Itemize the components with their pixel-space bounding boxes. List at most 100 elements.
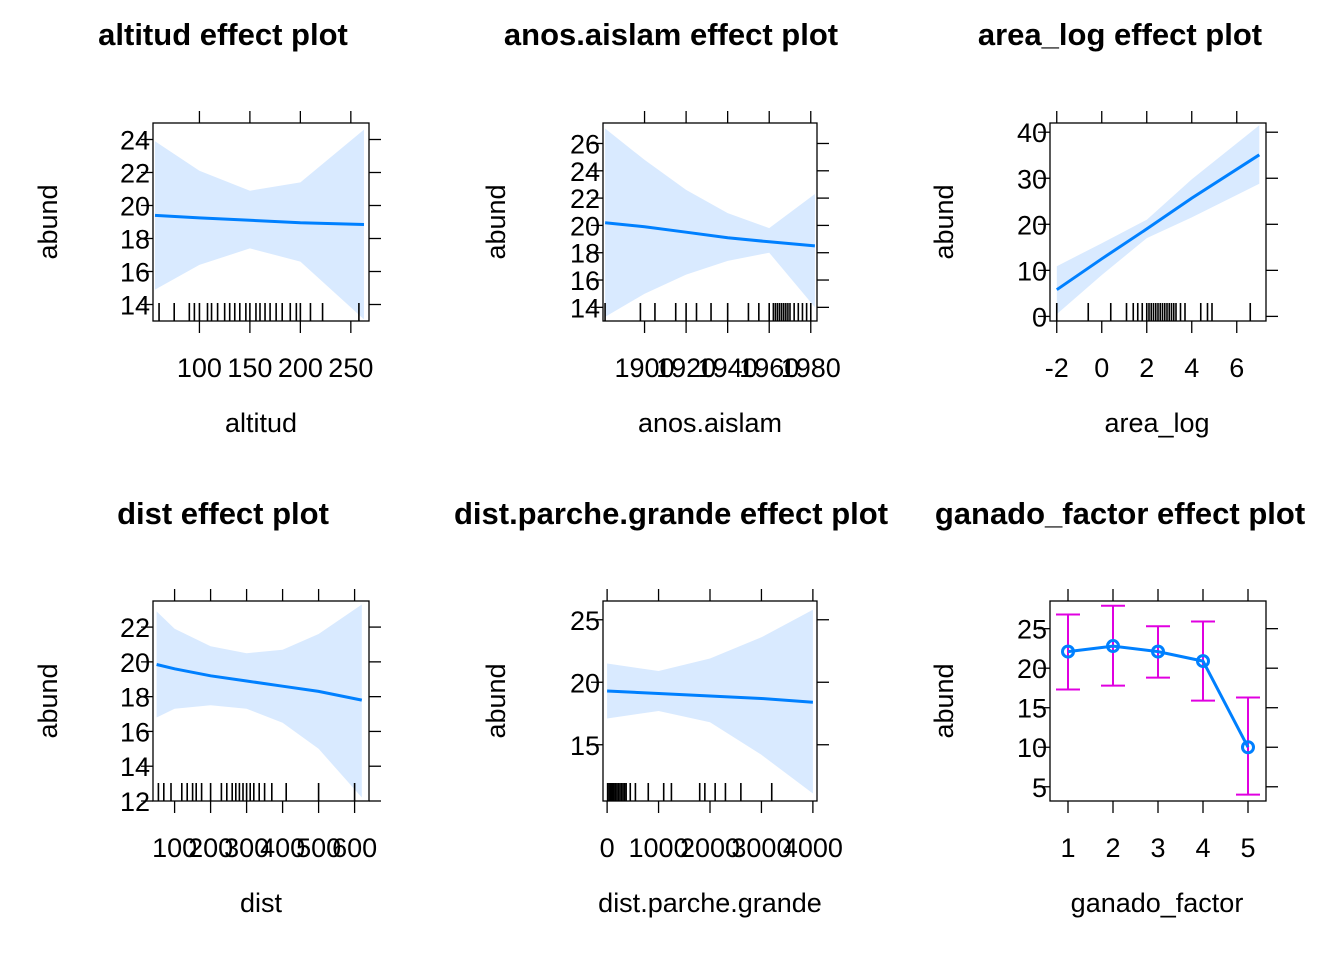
x-tick-label: 4 xyxy=(1195,833,1210,863)
x-tick-label: 2 xyxy=(1139,353,1154,383)
y-tick-label: 15 xyxy=(1017,694,1047,724)
effect-line xyxy=(1067,644,1250,748)
x-tick-label: 3000 xyxy=(731,833,791,863)
y-tick-label: 20 xyxy=(1017,210,1047,240)
y-tick-label: 22 xyxy=(570,184,600,214)
confidence-band xyxy=(605,128,815,317)
x-tick-label: 1920 xyxy=(656,353,716,383)
y-tick-label: 40 xyxy=(1017,118,1047,148)
panel-title: ganado_factor effect plot xyxy=(935,496,1305,531)
effect-point xyxy=(1106,639,1120,654)
confidence-band xyxy=(156,604,362,798)
panel-title: area_log effect plot xyxy=(978,17,1262,52)
y-tick-label: 25 xyxy=(570,606,600,636)
y-axis-label: abund xyxy=(481,184,511,259)
confidence-band xyxy=(155,129,364,320)
y-axis-label: abund xyxy=(33,184,63,259)
y-tick-label: 12 xyxy=(120,787,150,817)
x-axis-label: anos.aislam xyxy=(638,408,782,438)
plot-frame xyxy=(152,600,370,802)
x-axis-label: dist xyxy=(240,888,283,918)
y-tick-label: 25 xyxy=(1017,615,1047,645)
effect-plot-panel-5: dist.parche.grande effect plot 15 20 25 0 100… xyxy=(454,496,888,918)
x-tick-label: -2 xyxy=(1045,353,1069,383)
confidence-band xyxy=(607,609,813,794)
fit-line xyxy=(607,689,814,704)
x-tick-label: 1 xyxy=(1060,833,1075,863)
y-axis-label: abund xyxy=(929,663,959,738)
x-axis-label: ganado_factor xyxy=(1071,888,1244,918)
x-tick-label: 150 xyxy=(227,353,272,383)
y-tick-label: 20 xyxy=(120,648,150,678)
x-axis-label: dist.parche.grande xyxy=(598,888,822,918)
y-tick-label: 24 xyxy=(570,157,600,187)
x-tick-label: 200 xyxy=(188,833,233,863)
y-axis-label: abund xyxy=(929,184,959,259)
x-tick-label: 1900 xyxy=(615,353,675,383)
x-tick-label: 1000 xyxy=(629,833,689,863)
effect-point xyxy=(1241,740,1255,755)
y-tick-label: 26 xyxy=(570,129,600,159)
x-axis-label: area_log xyxy=(1104,408,1209,438)
x-tick-label: 600 xyxy=(332,833,377,863)
x-tick-label: 4 xyxy=(1184,353,1199,383)
panel-title: anos.aislam effect plot xyxy=(504,17,838,52)
panel-title: altitud effect plot xyxy=(98,17,348,52)
y-tick-label: 18 xyxy=(120,225,150,255)
x-tick-label: 2000 xyxy=(680,833,740,863)
fit-line xyxy=(154,213,365,226)
x-tick-label: 100 xyxy=(177,353,222,383)
x-tick-label: 6 xyxy=(1229,353,1244,383)
x-tick-label: 200 xyxy=(278,353,323,383)
plot-frame xyxy=(152,122,370,322)
effect-plot-panel-4: dist effect plot 12 14 16 18 20 22 100200300400… xyxy=(33,496,381,918)
x-tick-label: 300 xyxy=(224,833,269,863)
y-tick-label: 10 xyxy=(1017,733,1047,763)
y-axis-label: abund xyxy=(481,663,511,738)
effect-point xyxy=(1061,644,1075,659)
x-tick-label: 500 xyxy=(296,833,341,863)
y-tick-label: 18 xyxy=(120,683,150,713)
fit-line xyxy=(156,663,363,702)
y-tick-label: 5 xyxy=(1032,773,1047,803)
y-tick-label: 16 xyxy=(570,266,600,296)
y-tick-label: 24 xyxy=(120,126,150,156)
x-tick-label: 1940 xyxy=(698,353,758,383)
x-tick-label: 0 xyxy=(1094,353,1109,383)
panel-title: dist.parche.grande effect plot xyxy=(454,496,888,531)
x-tick-label: 100 xyxy=(152,833,197,863)
x-tick-label: 5 xyxy=(1240,833,1255,863)
y-tick-label: 0 xyxy=(1032,302,1047,332)
x-axis-label: altitud xyxy=(225,408,297,438)
y-tick-label: 22 xyxy=(120,159,150,189)
x-tick-label: 3 xyxy=(1150,833,1165,863)
panel-title: dist effect plot xyxy=(117,496,329,531)
x-tick-label: 0 xyxy=(600,833,615,863)
y-tick-label: 30 xyxy=(1017,164,1047,194)
y-tick-label: 22 xyxy=(120,613,150,643)
fit-line xyxy=(604,221,816,248)
y-tick-label: 14 xyxy=(120,752,150,782)
y-tick-label: 14 xyxy=(570,293,600,323)
y-tick-label: 20 xyxy=(120,192,150,222)
fit-line xyxy=(1055,153,1261,291)
y-tick-label: 16 xyxy=(120,717,150,747)
effect-point xyxy=(1196,654,1210,669)
effect-point xyxy=(1151,644,1165,659)
y-tick-label: 16 xyxy=(120,258,150,288)
y-tick-label: 10 xyxy=(1017,256,1047,286)
error-bar xyxy=(1056,613,1080,691)
y-tick-label: 15 xyxy=(570,731,600,761)
y-axis-label: abund xyxy=(33,663,63,738)
y-tick-label: 20 xyxy=(570,668,600,698)
x-tick-label: 1980 xyxy=(781,353,841,383)
x-tick-label: 2 xyxy=(1105,833,1120,863)
y-tick-label: 20 xyxy=(1017,654,1047,684)
x-tick-label: 1960 xyxy=(739,353,799,383)
y-tick-label: 14 xyxy=(120,291,150,321)
